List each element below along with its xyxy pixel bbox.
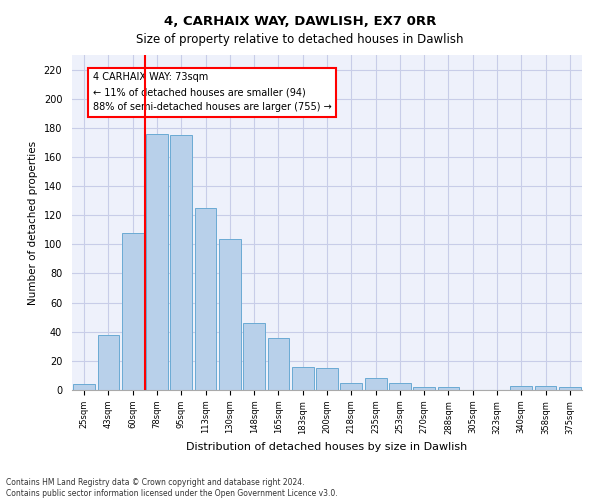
Bar	[194, 208, 217, 390]
Bar	[389, 382, 411, 390]
Text: 4, CARHAIX WAY, DAWLISH, EX7 0RR: 4, CARHAIX WAY, DAWLISH, EX7 0RR	[164, 15, 436, 28]
Bar	[73, 384, 95, 390]
Bar	[292, 366, 314, 390]
Bar	[122, 232, 143, 390]
Bar	[365, 378, 386, 390]
Text: Size of property relative to detached houses in Dawlish: Size of property relative to detached ho…	[136, 32, 464, 46]
Y-axis label: Number of detached properties: Number of detached properties	[28, 140, 38, 304]
Bar	[170, 135, 192, 390]
Text: Contains HM Land Registry data © Crown copyright and database right 2024.
Contai: Contains HM Land Registry data © Crown c…	[6, 478, 338, 498]
Bar	[511, 386, 532, 390]
Bar	[559, 387, 581, 390]
Bar	[97, 334, 119, 390]
Bar	[340, 382, 362, 390]
Text: 4 CARHAIX WAY: 73sqm
← 11% of detached houses are smaller (94)
88% of semi-detac: 4 CARHAIX WAY: 73sqm ← 11% of detached h…	[92, 72, 331, 112]
Bar	[316, 368, 338, 390]
Bar	[219, 238, 241, 390]
Bar	[413, 387, 435, 390]
Bar	[535, 386, 556, 390]
Bar	[243, 323, 265, 390]
Bar	[268, 338, 289, 390]
X-axis label: Distribution of detached houses by size in Dawlish: Distribution of detached houses by size …	[187, 442, 467, 452]
Bar	[437, 387, 460, 390]
Bar	[146, 134, 168, 390]
